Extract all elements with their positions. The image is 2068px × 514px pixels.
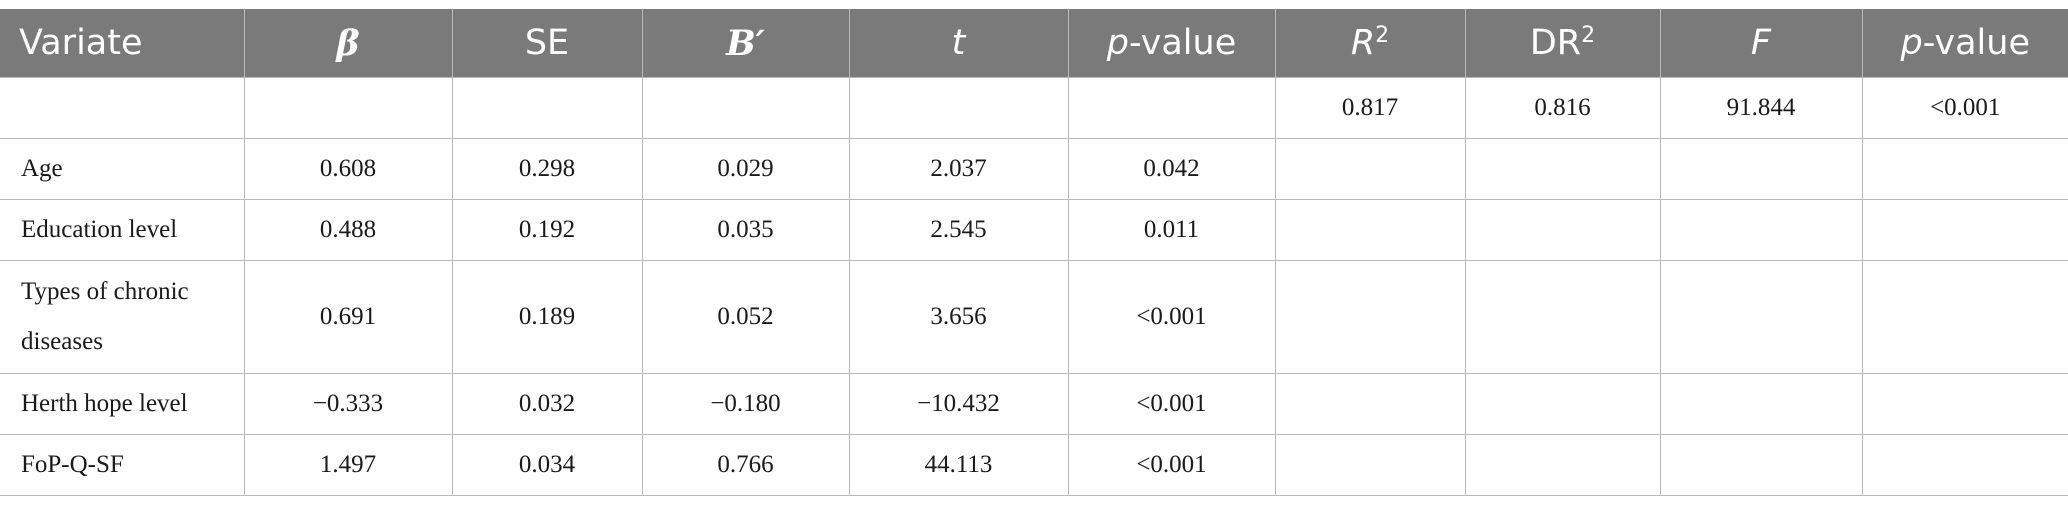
p-value-cell: <0.001 (1067, 373, 1276, 435)
empty-cell (1464, 260, 1661, 374)
variate-cell: Types of chronic diseases (0, 260, 245, 374)
b-prime-cell: 0.035 (641, 199, 850, 261)
p-value-cell: <0.001 (1067, 260, 1276, 374)
prime-mark: ′ (755, 22, 765, 64)
table-row: Herth hope level −0.333 0.032 −0.180 −10… (0, 373, 2068, 435)
p-letter: p (1106, 23, 1129, 63)
t-letter: t (951, 23, 966, 63)
b-prime-cell: 0.029 (641, 138, 850, 200)
se-cell: 0.189 (451, 260, 643, 374)
empty-cell (1861, 373, 2068, 435)
empty-cell (1274, 138, 1466, 200)
header-p-value-1: p-value (1067, 9, 1276, 78)
beta-cell: 1.497 (243, 434, 453, 496)
se-cell: 0.192 (451, 199, 643, 261)
header-p-value-2: p-value (1861, 9, 2068, 78)
f-value: 91.844 (1659, 77, 1863, 139)
empty-cell (1659, 199, 1863, 261)
empty-cell (1861, 434, 2068, 496)
header-b-prime: B′ (641, 9, 850, 78)
model-p-value: <0.001 (1861, 77, 2068, 139)
se-cell: 0.032 (451, 373, 643, 435)
empty-cell (1067, 77, 1276, 139)
empty-cell (641, 77, 850, 139)
header-se: SE (451, 9, 643, 78)
empty-cell (1659, 138, 1863, 200)
empty-cell (1464, 434, 1661, 496)
empty-cell (1274, 373, 1466, 435)
empty-cell (243, 77, 453, 139)
beta-cell: −0.333 (243, 373, 453, 435)
p-letter: p (1900, 23, 1923, 63)
header-f: F (1659, 9, 1863, 78)
p-value-suffix: -value (1922, 23, 2030, 63)
t-cell: 2.545 (848, 199, 1069, 261)
r-squared-value: 0.817 (1274, 77, 1466, 139)
dr-squared-exponent: 2 (1581, 23, 1596, 48)
empty-cell (1861, 138, 2068, 200)
table-row: Age 0.608 0.298 0.029 2.037 0.042 (0, 138, 2068, 200)
header-row: Variate β SE B′ t p-value R2 DR2 F p-val… (0, 9, 2068, 78)
empty-cell (1861, 199, 2068, 261)
p-value-suffix: -value (1128, 23, 1237, 63)
t-cell: 3.656 (848, 260, 1069, 374)
empty-cell (1464, 373, 1661, 435)
header-dr-squared: DR2 (1464, 9, 1661, 78)
b-prime-cell: 0.052 (641, 260, 850, 374)
variate-cell: FoP-Q-SF (0, 434, 245, 496)
se-cell: 0.034 (451, 434, 643, 496)
table-row: FoP-Q-SF 1.497 0.034 0.766 44.113 <0.001 (0, 434, 2068, 496)
table-row: Education level 0.488 0.192 0.035 2.545 … (0, 199, 2068, 261)
dr-letters: DR (1529, 23, 1582, 63)
p-value-cell: 0.042 (1067, 138, 1276, 200)
r-squared-exponent: 2 (1375, 23, 1390, 48)
beta-cell: 0.691 (243, 260, 453, 374)
empty-cell (1464, 199, 1661, 261)
variate-cell: Age (0, 138, 245, 200)
empty-cell (1274, 434, 1466, 496)
r-letter: R (1350, 23, 1376, 63)
b-prime-cell: −0.180 (641, 373, 850, 435)
t-cell: 44.113 (848, 434, 1069, 496)
t-cell: −10.432 (848, 373, 1069, 435)
empty-cell (1659, 260, 1863, 374)
t-cell: 2.037 (848, 138, 1069, 200)
table-row: Types of chronic diseases 0.691 0.189 0.… (0, 260, 2068, 374)
model-summary-row: 0.817 0.816 91.844 <0.001 (0, 77, 2068, 139)
empty-cell (1659, 373, 1863, 435)
empty-cell (0, 77, 245, 139)
b-letter: B (726, 22, 756, 64)
beta-symbol: β (336, 22, 360, 64)
empty-cell (848, 77, 1069, 139)
regression-table: Variate β SE B′ t p-value R2 DR2 F p-val… (0, 9, 2068, 496)
beta-cell: 0.608 (243, 138, 453, 200)
beta-cell: 0.488 (243, 199, 453, 261)
p-value-cell: 0.011 (1067, 199, 1276, 261)
header-beta: β (243, 9, 453, 78)
f-letter: F (1750, 23, 1772, 63)
variate-cell: Education level (0, 199, 245, 261)
empty-cell (1464, 138, 1661, 200)
header-t: t (848, 9, 1069, 78)
p-value-cell: <0.001 (1067, 434, 1276, 496)
dr-squared-value: 0.816 (1464, 77, 1661, 139)
empty-cell (1861, 260, 2068, 374)
header-r-squared: R2 (1274, 9, 1466, 78)
variate-cell: Herth hope level (0, 373, 245, 435)
b-prime-cell: 0.766 (641, 434, 850, 496)
se-cell: 0.298 (451, 138, 643, 200)
empty-cell (451, 77, 643, 139)
empty-cell (1274, 260, 1466, 374)
empty-cell (1274, 199, 1466, 261)
empty-cell (1659, 434, 1863, 496)
header-variate: Variate (0, 9, 245, 78)
